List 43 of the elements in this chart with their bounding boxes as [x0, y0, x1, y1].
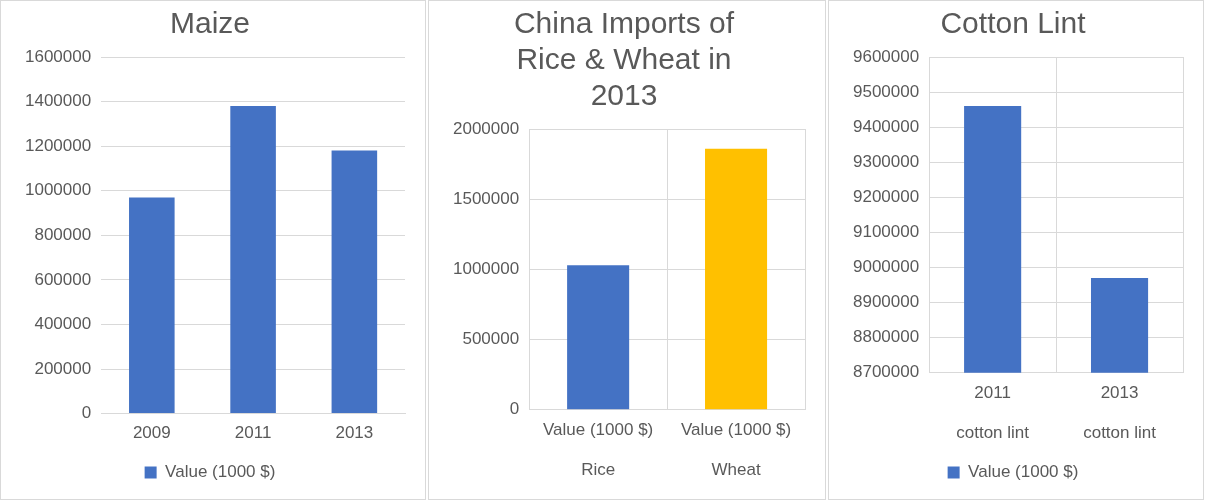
- y-tick-label: 1600000: [24, 46, 92, 66]
- x-tick-label: 2013: [335, 423, 374, 443]
- chart-title: Maize: [169, 6, 251, 40]
- x-tick-label: Value (1000 $): [543, 419, 654, 439]
- chart-title: Cotton Lint: [940, 6, 1087, 40]
- y-tick-label: 9100000: [852, 222, 920, 242]
- text: cotton lint: [1083, 423, 1157, 443]
- y-tick-label: 500000: [462, 329, 520, 349]
- x-tick-label: 2011: [974, 382, 1011, 402]
- bar: [129, 197, 175, 414]
- legend-label: Value (1000 $): [165, 462, 276, 482]
- y-tick-label: 8900000: [852, 292, 920, 312]
- chart-title: China Imports of Rice & Wheat in 2013: [513, 6, 735, 112]
- bar: [230, 106, 276, 414]
- y-tick-label: 9000000: [852, 257, 920, 277]
- x-tick-label: 2009: [132, 423, 171, 443]
- text: cotton lint: [956, 423, 1030, 443]
- y-tick-label: 600000: [34, 269, 92, 289]
- y-tick-label: 0: [81, 403, 92, 423]
- y-tick-label: 1400000: [24, 91, 92, 111]
- y-tick-label: 1200000: [24, 135, 92, 155]
- y-tick-label: 1500000: [452, 188, 520, 208]
- y-tick-label: 9500000: [852, 81, 920, 101]
- y-tick-label: 9400000: [852, 116, 920, 136]
- y-tick-label: 9600000: [852, 46, 920, 66]
- bar: [331, 150, 378, 414]
- y-tick-label: 8700000: [852, 362, 920, 382]
- y-tick-label: 200000: [34, 358, 92, 378]
- y-tick-label: 400000: [34, 314, 92, 334]
- y-tick-label: 2000000: [452, 118, 520, 138]
- x-tick-label: 2011: [234, 423, 272, 443]
- y-tick-label: 1000000: [24, 180, 92, 200]
- y-tick-label: 8800000: [852, 327, 920, 347]
- y-tick-label: 800000: [34, 224, 92, 244]
- y-tick-label: 1000000: [452, 259, 520, 279]
- y-tick-label: 0: [509, 399, 520, 419]
- y-tick-label: 9300000: [852, 151, 920, 171]
- x-tick-label: 2013: [1100, 382, 1139, 402]
- legend-label: Value (1000 $): [968, 462, 1079, 482]
- text: Wheat: [711, 460, 761, 480]
- x-tick-label: Value (1000 $): [680, 419, 792, 439]
- text: Rice: [581, 460, 616, 480]
- y-tick-label: 9200000: [852, 187, 920, 207]
